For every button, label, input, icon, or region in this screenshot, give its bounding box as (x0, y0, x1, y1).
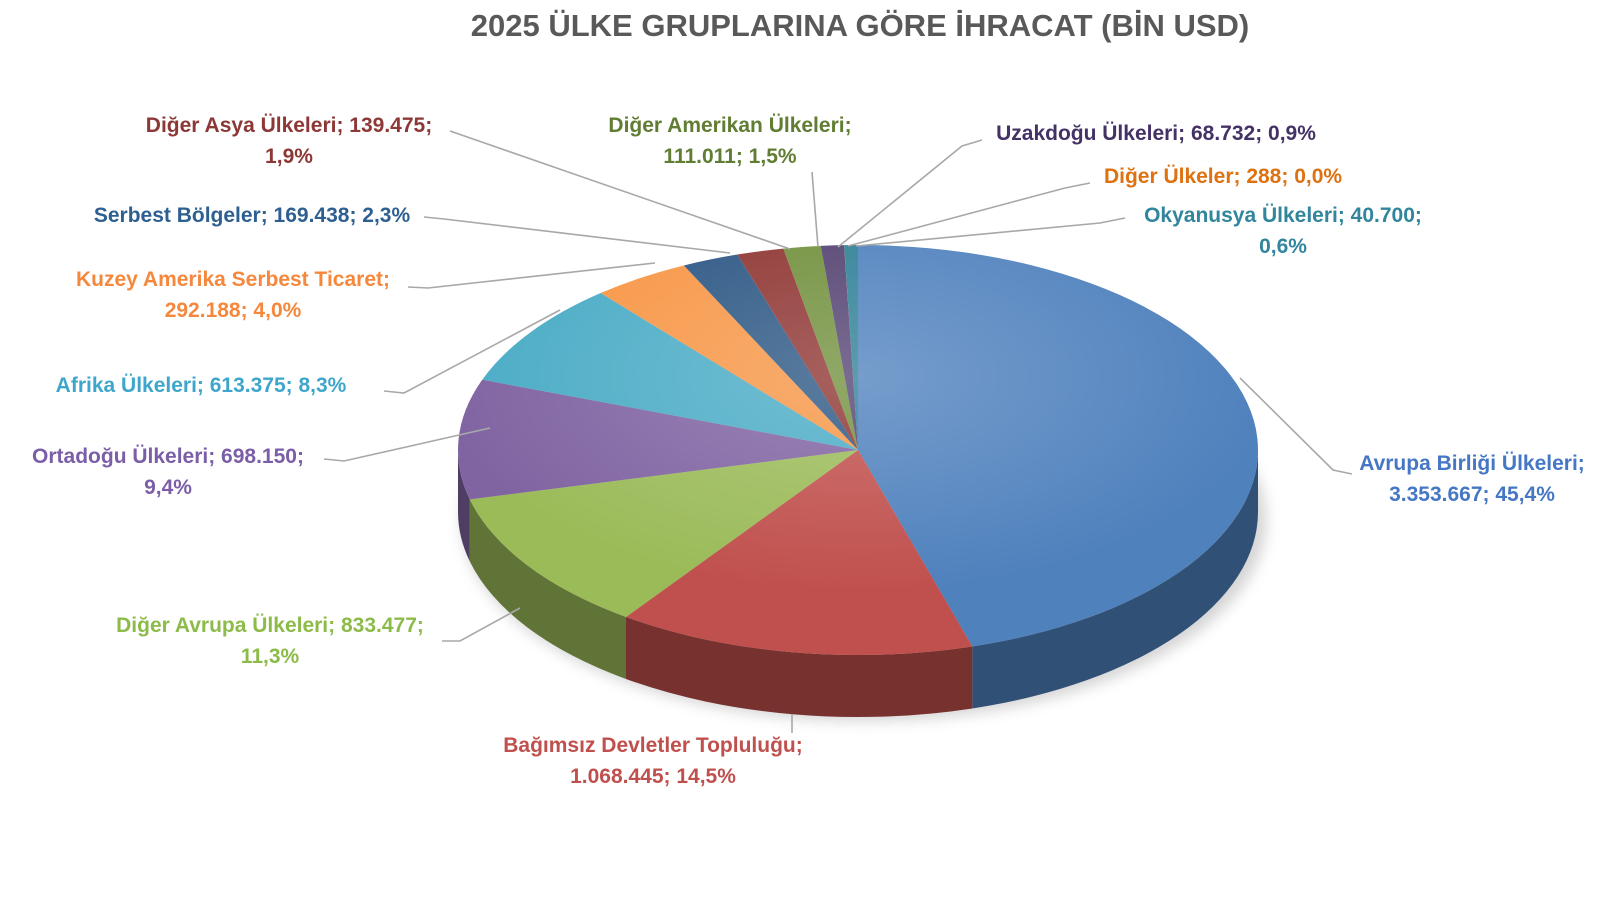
leader-line-afrika-ulkeleri (383, 309, 561, 394)
label-line: Bağımsız Devletler Topluluğu; (503, 734, 803, 757)
label-line: 1.068.445; 14,5% (570, 765, 736, 788)
label-line: Avrupa Birliği Ülkeleri; (1359, 452, 1585, 475)
label-bagimsiz-devletler-toplulugu: Bağımsız Devletler Topluluğu; 1.068.445; … (503, 730, 802, 792)
label-line: Diğer Ülkeler; 288; 0,0% (1103, 165, 1343, 188)
leader-line-serbest-bolgeler (423, 216, 731, 254)
label-diger-ulkeler: Diğer Ülkeler; 288; 0,0% (1104, 161, 1342, 192)
leader-line-diger-asya-ulkeleri (449, 130, 791, 250)
leader-line-kuzey-amerika-serbest-ticaret (407, 262, 656, 289)
label-okyanusya-ulkeleri: Okyanusya Ülkeleri; 40.700; 0,6% (1144, 200, 1422, 262)
label-uzakdogu-ulkeleri: Uzakdoğu Ülkeleri; 68.732; 0,9% (996, 118, 1316, 149)
label-line: 9,4% (144, 476, 192, 499)
label-line: Afrika Ülkeleri; 613.375; 8,3% (55, 374, 347, 397)
leader-line-avrupa-birligi-ulkeleri (1239, 377, 1353, 475)
leader-line-diger-amerikan-ulkeleri (811, 171, 819, 248)
label-diger-avrupa-ulkeleri: Diğer Avrupa Ülkeleri; 833.477; 11,3% (116, 610, 424, 672)
label-line: Kuzey Amerika Serbest Ticaret; (76, 268, 390, 291)
pie-wall-avrupa-birligi-ulkeleri (972, 450, 1258, 709)
chart-title: 2025 ÜLKE GRUPLARINA GÖRE İHRACAT (BİN U… (470, 8, 1250, 43)
label-kuzey-amerika-serbest-ticaret: Kuzey Amerika Serbest Ticaret; 292.188; 4… (76, 264, 390, 326)
label-diger-amerikan-ulkeleri: Diğer Amerikan Ülkeleri; 111.011; 1,5% (608, 110, 851, 172)
leader-line-uzakdogu-ulkeleri (837, 139, 983, 248)
label-line: 3.353.667; 45,4% (1389, 483, 1555, 506)
leader-line-okyanusya-ulkeleri (855, 217, 1126, 247)
label-line: Diğer Avrupa Ülkeleri; 833.477; (116, 614, 424, 637)
label-line: 292.188; 4,0% (164, 299, 302, 322)
label-diger-asya-ulkeleri: Diğer Asya Ülkeleri; 139.475; 1,9% (146, 110, 432, 172)
pie-wall-diger-avrupa-ulkeleri (469, 499, 626, 679)
leader-line-diger-avrupa-ulkeleri (442, 607, 521, 642)
label-avrupa-birligi-ulkeleri: Avrupa Birliği Ülkeleri; 3.353.667; 45,4% (1359, 448, 1585, 510)
label-line: Ortadoğu Ülkeleri; 698.150; (32, 445, 304, 468)
label-line: Serbest Bölgeler; 169.438; 2,3% (93, 204, 411, 227)
leader-line-ortadogu-ulkeleri (323, 427, 491, 462)
label-line: 11,3% (240, 645, 300, 668)
label-line: 1,9% (265, 145, 313, 168)
label-afrika-ulkeleri: Afrika Ülkeleri; 613.375; 8,3% (56, 370, 347, 401)
label-line: Okyanusya Ülkeleri; 40.700; (1144, 204, 1422, 227)
label-line: Diğer Asya Ülkeleri; 139.475; (145, 114, 433, 137)
label-line: 111.011; 1,5% (663, 145, 797, 168)
label-line: Uzakdoğu Ülkeleri; 68.732; 0,9% (996, 122, 1316, 145)
label-line: Diğer Amerikan Ülkeleri; (608, 114, 852, 137)
leader-line-diger-ulkeler (847, 182, 1091, 247)
label-ortadogu-ulkeleri: Ortadoğu Ülkeleri; 698.150; 9,4% (32, 441, 304, 503)
label-line: 0,6% (1259, 235, 1307, 258)
pie-wall-bagimsiz-devletler-toplulugu (625, 616, 973, 717)
pie-wall-ortadogu-ulkeleri (458, 450, 470, 562)
label-serbest-bolgeler: Serbest Bölgeler; 169.438; 2,3% (94, 200, 410, 231)
pie-sheen (458, 245, 1258, 655)
